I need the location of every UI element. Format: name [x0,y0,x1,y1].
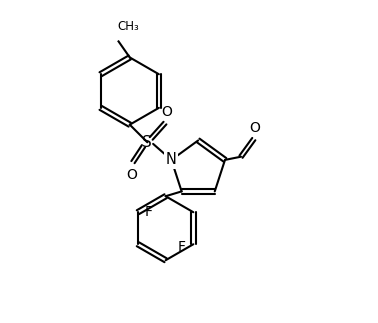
Text: S: S [143,135,152,150]
Text: O: O [249,121,260,135]
Text: N: N [166,152,177,167]
Text: CH₃: CH₃ [117,20,139,33]
Text: O: O [161,105,172,119]
Text: F: F [177,240,185,255]
Text: F: F [145,205,153,219]
Text: N: N [166,152,177,167]
Text: O: O [126,168,137,182]
